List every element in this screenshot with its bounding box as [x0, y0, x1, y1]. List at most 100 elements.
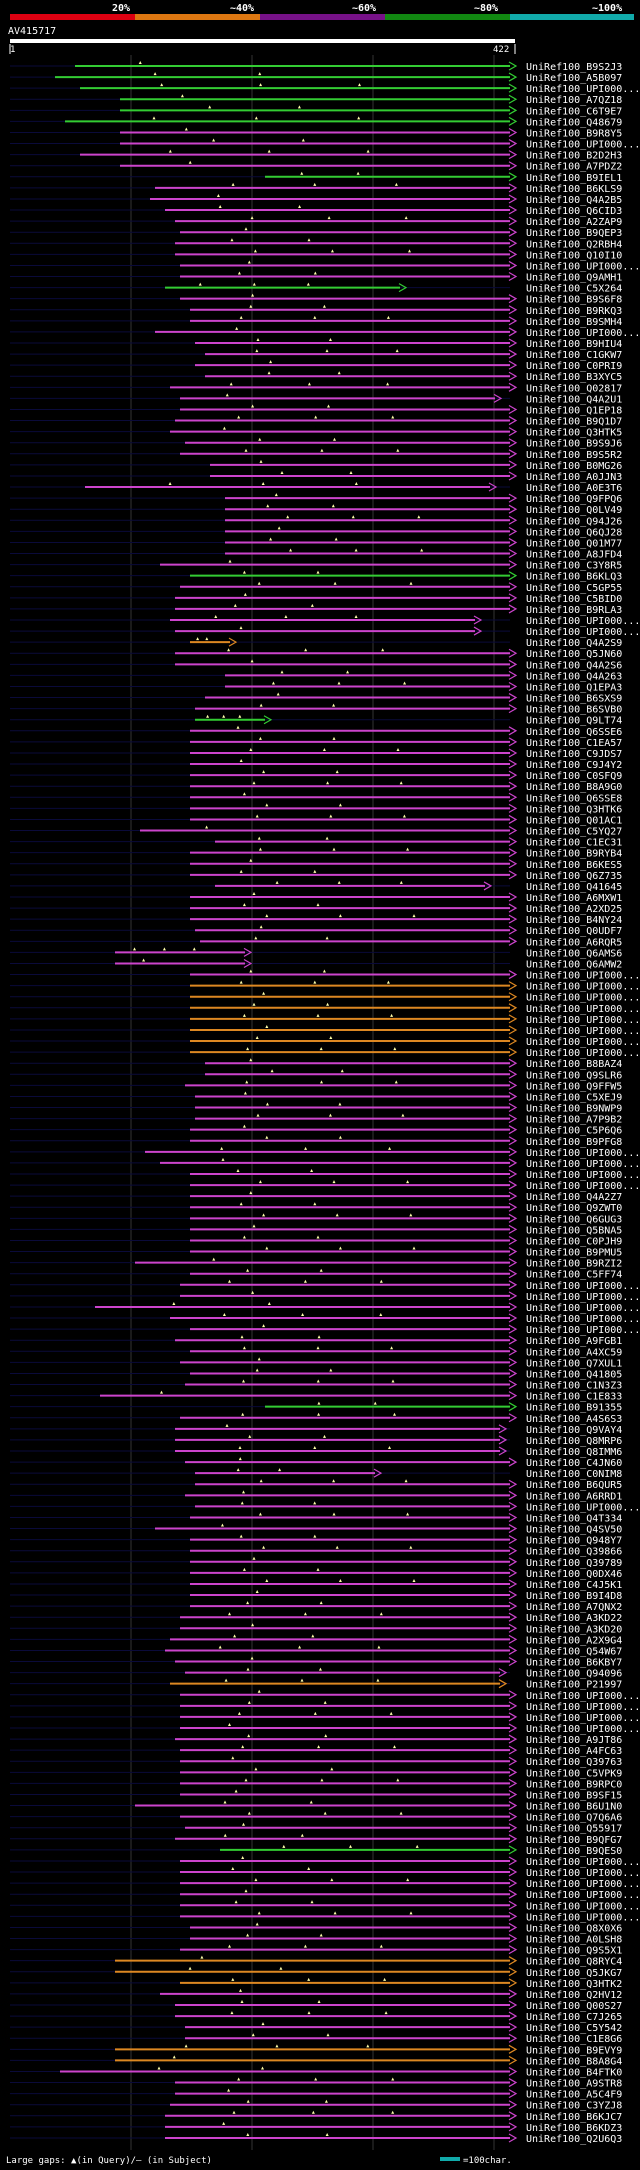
hit-label[interactable]: UniRef100_B0MG26 [526, 461, 622, 472]
hit-label[interactable]: UniRef100_UPI000... [526, 982, 640, 993]
hit-label[interactable]: UniRef100_B9RPC0 [526, 1779, 622, 1790]
hit-label[interactable]: UniRef100_A0JJN3 [526, 472, 622, 483]
hit-label[interactable]: UniRef100_C0NIM8 [526, 1469, 622, 1480]
hit-label[interactable]: UniRef100_C5BID0 [526, 594, 622, 605]
hit-label[interactable]: UniRef100_C1E833 [526, 1392, 622, 1403]
hit-label[interactable]: UniRef100_A9JT86 [526, 1735, 622, 1746]
hit-label[interactable]: UniRef100_C5P6Q6 [526, 1126, 622, 1137]
hit-label[interactable]: UniRef100_A7QNX2 [526, 1602, 622, 1613]
hit-label[interactable]: UniRef100_B9RLA3 [526, 605, 622, 616]
hit-label[interactable]: UniRef100_Q9ZWT0 [526, 1203, 622, 1214]
hit-label[interactable]: UniRef100_Q6SSE6 [526, 727, 622, 738]
hit-label[interactable]: UniRef100_B3XYC5 [526, 372, 622, 383]
hit-label[interactable]: UniRef100_B9RZI2 [526, 1259, 622, 1270]
hit-label[interactable]: UniRef100_C7J265 [526, 2012, 622, 2023]
hit-label[interactable]: UniRef100_B9R8Y5 [526, 128, 622, 139]
hit-label[interactable]: UniRef100_UPI000... [526, 140, 640, 151]
hit-label[interactable]: UniRef100_Q9SLR6 [526, 1070, 622, 1081]
hit-label[interactable]: UniRef100_C0PRI9 [526, 361, 622, 372]
hit-label[interactable]: UniRef100_Q9FFW5 [526, 1081, 622, 1092]
hit-label[interactable]: UniRef100_B6SVB0 [526, 705, 622, 716]
hit-label[interactable]: UniRef100_C3YZJ8 [526, 2101, 622, 2112]
hit-label[interactable]: UniRef100_UPI000... [526, 1702, 640, 1713]
hit-label[interactable]: UniRef100_UPI000... [526, 1170, 640, 1181]
hit-label[interactable]: UniRef100_C1E8G6 [526, 2034, 622, 2045]
hit-label[interactable]: UniRef100_Q8MRP6 [526, 1436, 622, 1447]
hit-label[interactable]: UniRef100_Q2RBH4 [526, 239, 622, 250]
hit-label[interactable]: UniRef100_UPI000... [526, 1037, 640, 1048]
hit-label[interactable]: UniRef100_B9QFG7 [526, 1835, 622, 1846]
hit-label[interactable]: UniRef100_A5C4F9 [526, 2090, 622, 2101]
hit-label[interactable]: UniRef100_A3KD20 [526, 1624, 622, 1635]
hit-label[interactable]: UniRef100_B9QES0 [526, 1846, 622, 1857]
hit-label[interactable]: UniRef100_Q7Q6A6 [526, 1813, 622, 1824]
hit-label[interactable]: UniRef100_C5GP55 [526, 583, 622, 594]
hit-label[interactable]: UniRef100_Q54W67 [526, 1646, 622, 1657]
hit-label[interactable]: UniRef100_B9S9J6 [526, 439, 622, 450]
hit-label[interactable]: UniRef100_A6RRD1 [526, 1491, 622, 1502]
hit-label[interactable]: UniRef100_Q9LT74 [526, 716, 622, 727]
hit-label[interactable]: UniRef100_Q02817 [526, 383, 622, 394]
hit-label[interactable]: UniRef100_C0SFQ9 [526, 771, 622, 782]
hit-label[interactable]: UniRef100_Q4SV50 [526, 1525, 622, 1536]
hit-label[interactable]: UniRef100_UPI000... [526, 1026, 640, 1037]
hit-label[interactable]: UniRef100_UPI000... [526, 1912, 640, 1923]
hit-label[interactable]: UniRef100_Q8X0X6 [526, 1923, 622, 1934]
hit-label[interactable]: UniRef100_Q39789 [526, 1558, 622, 1569]
hit-label[interactable]: UniRef100_A5B097 [526, 73, 622, 84]
hit-label[interactable]: UniRef100_Q6AMW2 [526, 959, 622, 970]
hit-label[interactable]: UniRef100_A2ZAP9 [526, 217, 622, 228]
hit-label[interactable]: UniRef100_C5Y542 [526, 2023, 622, 2034]
hit-label[interactable]: UniRef100_UPI000... [526, 1015, 640, 1026]
hit-label[interactable]: UniRef100_C9JDS7 [526, 749, 622, 760]
hit-label[interactable]: UniRef100_Q7XUL1 [526, 1358, 622, 1369]
hit-label[interactable]: UniRef100_UPI000... [526, 1901, 640, 1912]
hit-label[interactable]: UniRef100_UPI000... [526, 1048, 640, 1059]
hit-label[interactable]: UniRef100_C1EA57 [526, 738, 622, 749]
hit-label[interactable]: UniRef100_C0PJH9 [526, 1236, 622, 1247]
hit-label[interactable]: UniRef100_Q4A2S6 [526, 660, 622, 671]
hit-label[interactable]: UniRef100_Q2U6Q3 [526, 2134, 622, 2145]
hit-label[interactable]: UniRef100_C5VPK9 [526, 1768, 622, 1779]
hit-label[interactable]: UniRef100_Q1EP18 [526, 405, 622, 416]
hit-label[interactable]: UniRef100_B9IEL1 [526, 173, 622, 184]
hit-label[interactable]: UniRef100_B9RKQ3 [526, 306, 622, 317]
hit-label[interactable]: UniRef100_Q00S27 [526, 2001, 622, 2012]
hit-label[interactable]: UniRef100_Q48679 [526, 117, 622, 128]
hit-label[interactable]: UniRef100_A2X9G4 [526, 1635, 622, 1646]
hit-label[interactable]: UniRef100_UPI000... [526, 1281, 640, 1292]
hit-label[interactable]: UniRef100_Q1EPA3 [526, 682, 622, 693]
hit-label[interactable]: UniRef100_UPI000... [526, 993, 640, 1004]
hit-label[interactable]: UniRef100_UPI000... [526, 1314, 640, 1325]
hit-label[interactable]: UniRef100_Q3HTK5 [526, 428, 622, 439]
hit-label[interactable]: UniRef100_Q39763 [526, 1757, 622, 1768]
hit-label[interactable]: UniRef100_Q0DX46 [526, 1569, 622, 1580]
hit-label[interactable]: UniRef100_B9SMH4 [526, 317, 622, 328]
hit-label[interactable]: UniRef100_UPI000... [526, 1502, 640, 1513]
hit-label[interactable]: UniRef100_B91355 [526, 1403, 622, 1414]
hit-label[interactable]: UniRef100_A7P9B2 [526, 1115, 622, 1126]
hit-label[interactable]: UniRef100_UPI000... [526, 84, 640, 95]
hit-label[interactable]: UniRef100_C1GKW7 [526, 350, 622, 361]
hit-label[interactable]: UniRef100_Q6QJ28 [526, 527, 622, 538]
hit-label[interactable]: UniRef100_Q55917 [526, 1824, 622, 1835]
hit-label[interactable]: UniRef100_Q9FPQ6 [526, 494, 622, 505]
hit-label[interactable]: UniRef100_C1N3Z3 [526, 1381, 622, 1392]
hit-label[interactable]: UniRef100_UPI000... [526, 261, 640, 272]
hit-label[interactable]: UniRef100_UPI000... [526, 1181, 640, 1192]
hit-label[interactable]: UniRef100_B6KES5 [526, 860, 622, 871]
hit-label[interactable]: UniRef100_Q948Y7 [526, 1536, 622, 1547]
hit-label[interactable]: UniRef100_C5YQ27 [526, 827, 622, 838]
hit-label[interactable]: UniRef100_B9RYB4 [526, 849, 622, 860]
hit-label[interactable]: UniRef100_Q8RYC4 [526, 1957, 622, 1968]
hit-label[interactable]: UniRef100_Q5BNA5 [526, 1225, 622, 1236]
hit-label[interactable]: UniRef100_B9S5R2 [526, 450, 622, 461]
hit-label[interactable]: UniRef100_Q39866 [526, 1547, 622, 1558]
hit-label[interactable]: UniRef100_B8A8G4 [526, 2056, 622, 2067]
hit-label[interactable]: UniRef100_B2D2H3 [526, 151, 622, 162]
hit-label[interactable]: UniRef100_Q4T334 [526, 1513, 622, 1524]
hit-label[interactable]: UniRef100_B6KLQ3 [526, 572, 622, 583]
hit-label[interactable]: UniRef100_Q6SSE8 [526, 793, 622, 804]
hit-label[interactable]: UniRef100_B9S6F8 [526, 295, 622, 306]
hit-label[interactable]: UniRef100_UPI000... [526, 1879, 640, 1890]
